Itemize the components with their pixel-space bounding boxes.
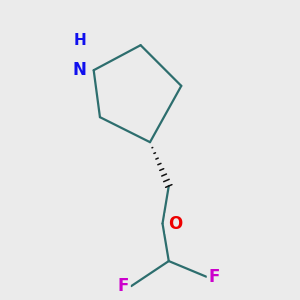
Text: N: N [73,61,86,79]
Text: O: O [168,214,182,232]
Text: F: F [208,268,220,286]
Text: H: H [73,33,86,48]
Text: F: F [118,277,129,295]
